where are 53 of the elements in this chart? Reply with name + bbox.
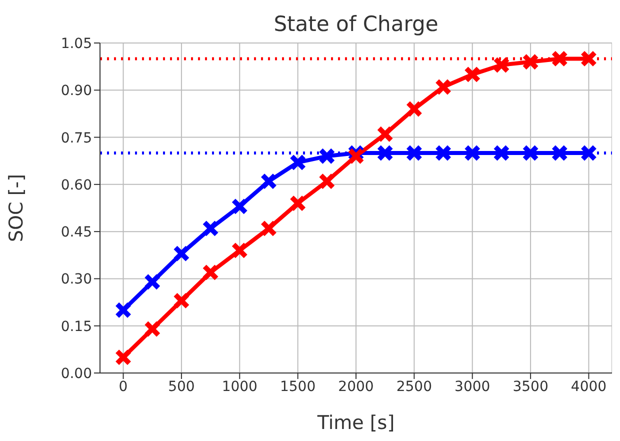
point: [116, 350, 131, 365]
point: [144, 274, 160, 290]
point: [581, 51, 596, 66]
x-axis-title: Time [s]: [316, 412, 395, 434]
point: [203, 220, 218, 236]
point: [174, 246, 189, 262]
y-tick-label: 0.45: [60, 224, 92, 241]
y-tick-label: 0.30: [60, 272, 92, 288]
point: [174, 293, 189, 308]
point: [348, 148, 364, 164]
point: [378, 126, 393, 142]
point: [523, 146, 538, 160]
x-tick-label: 3000: [454, 378, 490, 395]
point: [319, 148, 334, 164]
point: [261, 220, 276, 236]
point: [464, 146, 480, 160]
point: [144, 322, 160, 336]
point: [494, 146, 509, 160]
y-tick-label: 0.90: [60, 83, 92, 100]
point: [581, 146, 596, 160]
point: [203, 264, 218, 280]
y-axis-title: SOC [-]: [6, 174, 28, 242]
x-tick-label: 0: [118, 378, 128, 395]
x-tick-label: 3500: [512, 378, 548, 395]
point: [552, 51, 568, 66]
x-tick-label: 2500: [396, 378, 432, 395]
point: [232, 242, 248, 258]
point: [378, 146, 393, 160]
y-tick-label: 0.60: [60, 177, 92, 194]
x-tick-label: 2000: [338, 378, 374, 395]
point: [494, 58, 509, 72]
y-tick-label: 0.15: [60, 318, 92, 335]
point: [436, 80, 451, 94]
x-tick-label: 1000: [222, 378, 258, 395]
point: [261, 174, 276, 189]
point: [290, 154, 306, 170]
point: [232, 198, 248, 214]
point: [523, 54, 538, 70]
point: [406, 102, 422, 116]
point: [464, 66, 480, 82]
point: [290, 196, 306, 211]
x-tick-label: 4000: [570, 378, 607, 395]
point: [116, 302, 131, 318]
chart-title: State of Charge: [272, 12, 440, 36]
y-tick-label: 0.75: [60, 130, 92, 146]
point: [406, 146, 422, 160]
point: [436, 146, 451, 160]
point: [552, 146, 568, 160]
point: [319, 174, 334, 189]
x-tick-label: 500: [168, 378, 195, 395]
y-tick-label: 0.00: [60, 366, 92, 382]
y-tick-label: 1.05: [60, 36, 92, 52]
x-tick-label: 1500: [280, 378, 316, 395]
